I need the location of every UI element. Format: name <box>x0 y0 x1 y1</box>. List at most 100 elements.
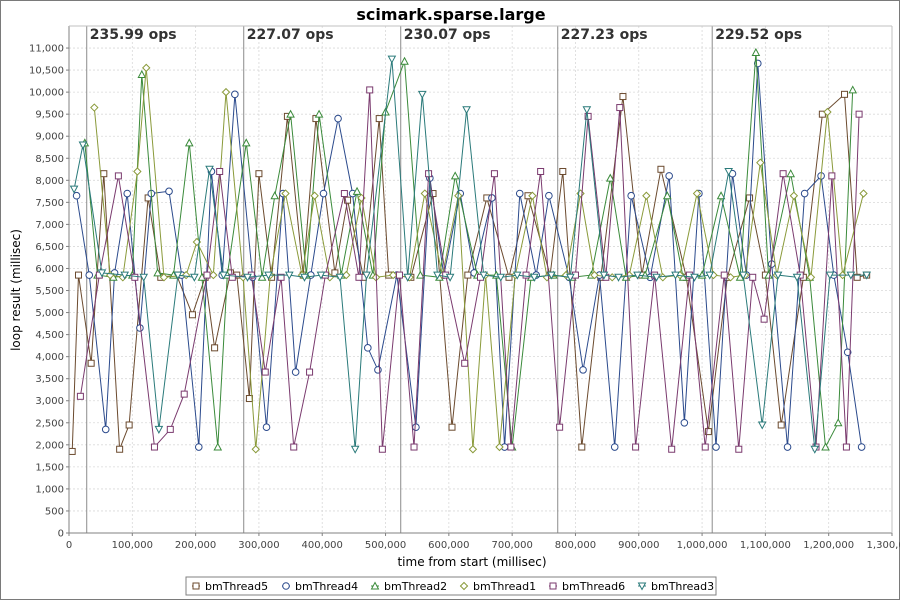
x-tick-label: 900,000 <box>618 540 659 551</box>
data-point <box>479 271 489 280</box>
data-point <box>90 103 99 112</box>
data-point <box>194 443 203 451</box>
data-point <box>450 171 460 180</box>
data-point <box>757 421 767 430</box>
y-tick-label: 6,000 <box>35 264 64 275</box>
data-point <box>101 425 110 434</box>
data-point <box>228 273 236 281</box>
data-point <box>507 443 515 451</box>
data-point <box>350 445 360 454</box>
series-layer <box>68 47 872 455</box>
x-tick-label: 800,000 <box>555 540 596 551</box>
data-point <box>665 172 673 180</box>
data-point <box>72 191 81 200</box>
data-point <box>362 271 371 280</box>
data-point <box>821 442 830 451</box>
data-point <box>97 269 107 278</box>
data-point <box>87 359 95 367</box>
data-point <box>340 190 348 198</box>
data-point <box>142 63 151 73</box>
series-bmThread1 <box>90 63 868 454</box>
data-point <box>668 445 676 453</box>
iteration-ops-label: 230.07 ops <box>404 27 491 43</box>
data-point <box>416 270 425 279</box>
data-point <box>779 170 787 178</box>
data-point <box>657 165 665 173</box>
y-tick-label: 1,000 <box>35 484 64 495</box>
data-point <box>180 390 188 398</box>
series-bmThread3 <box>69 55 872 454</box>
data-point <box>692 189 702 198</box>
iteration-ops-label: 227.23 ops <box>561 27 648 43</box>
data-point <box>616 104 624 112</box>
data-point <box>319 189 328 198</box>
y-tick-label: 3,500 <box>35 374 64 385</box>
data-point <box>610 443 619 451</box>
legend-label: bmThread3 <box>651 580 714 593</box>
legend-item-bmThread4: bmThread4 <box>282 580 358 593</box>
iteration-ops-label: 235.99 ops <box>90 27 177 43</box>
data-point <box>231 90 239 99</box>
data-point <box>846 271 856 280</box>
data-point <box>823 107 832 117</box>
data-point <box>690 273 699 282</box>
data-point <box>331 269 339 277</box>
data-point <box>344 196 352 204</box>
data-point <box>291 368 300 376</box>
data-point <box>724 167 734 177</box>
data-point <box>614 273 623 282</box>
data-point <box>190 273 199 282</box>
data-point <box>537 167 545 175</box>
y-tick-label: 3,000 <box>35 396 64 407</box>
data-point <box>76 392 84 400</box>
data-point <box>529 273 539 282</box>
legend-label: bmThread2 <box>384 580 447 593</box>
data-point <box>166 425 174 433</box>
y-axis-label: loop result (millisec) <box>9 229 23 351</box>
data-point <box>261 368 269 376</box>
data-point <box>490 170 498 178</box>
data-point <box>545 191 553 200</box>
legend-marker <box>370 581 380 590</box>
data-point <box>579 366 587 374</box>
data-point <box>652 273 661 282</box>
y-tick-label: 8,000 <box>35 176 64 187</box>
data-point <box>556 423 564 431</box>
x-tick-label: 500,000 <box>365 540 406 551</box>
data-point <box>605 173 615 182</box>
data-point <box>114 172 122 180</box>
data-point <box>284 271 294 280</box>
legend-marker <box>459 581 469 591</box>
series-line <box>76 63 863 448</box>
data-point <box>720 271 728 279</box>
data-point <box>137 69 147 78</box>
data-point <box>410 443 418 451</box>
x-tick-label: 200,000 <box>175 540 216 551</box>
data-point <box>783 443 792 451</box>
legend: bmThread5 bmThread4 bmThread2 bmThread1 bmTh… <box>185 576 717 596</box>
data-point <box>632 443 640 451</box>
y-tick-label: 10,500 <box>29 66 64 77</box>
data-point <box>139 273 149 282</box>
data-point <box>662 191 672 200</box>
y-tick-label: 4,500 <box>35 330 64 341</box>
y-tick-label: 6,500 <box>35 242 64 253</box>
data-point <box>120 271 130 280</box>
data-point <box>749 273 757 281</box>
data-point <box>316 271 326 280</box>
data-point <box>590 270 599 280</box>
legend-marker <box>549 582 557 590</box>
data-point <box>786 169 796 178</box>
data-point <box>173 271 183 280</box>
x-tick-label: 400,000 <box>302 540 343 551</box>
legend-item-bmThread5: bmThread5 <box>192 580 268 593</box>
data-point <box>843 348 852 357</box>
data-point <box>69 185 79 194</box>
data-point <box>445 273 455 282</box>
chart-title: scimark.sparse.large <box>356 5 545 24</box>
data-point <box>78 141 88 150</box>
data-point <box>270 191 280 200</box>
data-point <box>364 344 372 352</box>
data-point <box>461 359 469 367</box>
x-tick-label: 1,200,000 <box>803 540 854 551</box>
